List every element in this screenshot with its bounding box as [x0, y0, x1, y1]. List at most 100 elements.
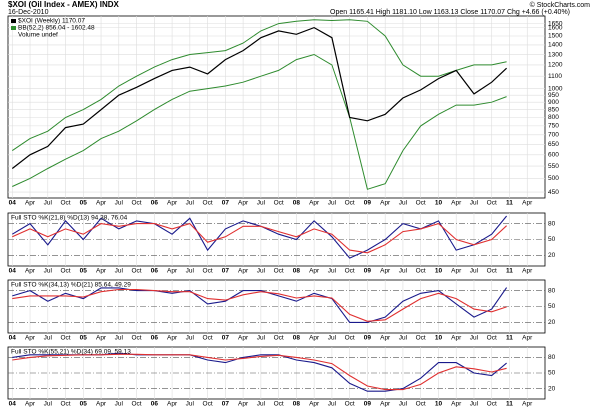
- x-tick-label: 07: [222, 401, 230, 408]
- x-tick-label: Apr: [96, 335, 107, 342]
- y-tick-label: 1100: [548, 73, 562, 80]
- x-tick-label: Jul: [44, 401, 53, 408]
- x-tick-label: 09: [364, 335, 372, 342]
- x-tick-label: Apr: [167, 401, 178, 408]
- x-tick-label: 04: [9, 200, 17, 207]
- y-tick-label: 1400: [548, 42, 563, 49]
- x-tick-label: Apr: [309, 335, 320, 342]
- x-tick-label: Oct: [132, 335, 142, 342]
- y-tick-label: 50: [548, 236, 556, 243]
- y-tick-label: 700: [548, 132, 559, 139]
- band-line: [12, 19, 507, 152]
- x-tick-label: Jul: [115, 335, 124, 342]
- y-tick-label: 550: [548, 163, 559, 170]
- y-tick-label: 1500: [548, 33, 563, 40]
- x-tick-label: Jul: [257, 401, 266, 408]
- x-tick-label: 04: [9, 401, 17, 408]
- x-tick-label: Oct: [416, 268, 426, 275]
- x-tick-label: Apr: [380, 268, 391, 275]
- x-tick-label: Jul: [186, 268, 195, 275]
- y-tick-label: 1300: [548, 51, 563, 58]
- x-tick-label: Jul: [470, 200, 479, 207]
- x-tick-label: Oct: [487, 335, 497, 342]
- x-tick-label: Oct: [416, 335, 426, 342]
- x-tick-label: 05: [80, 335, 88, 342]
- x-tick-label: Oct: [132, 200, 142, 207]
- y-tick-label: 600: [548, 152, 559, 159]
- x-tick-label: Apr: [25, 335, 36, 342]
- x-tick-label: Oct: [203, 335, 213, 342]
- x-tick-label: Oct: [60, 401, 70, 408]
- x-tick-label: 11: [506, 401, 513, 408]
- legend-swatch: [11, 19, 16, 23]
- x-tick-label: Apr: [96, 401, 107, 408]
- x-tick-label: 07: [222, 268, 230, 275]
- y-tick-label: 950: [548, 92, 559, 99]
- x-tick-label: Jul: [399, 335, 408, 342]
- series-line: [12, 287, 508, 323]
- x-tick-label: Oct: [132, 268, 142, 275]
- x-tick-label: Jul: [115, 401, 124, 408]
- x-tick-label: Apr: [96, 268, 107, 275]
- panel-title: Full STO %K(55,21) %D(34) 69.09, 59.13: [11, 349, 131, 356]
- x-tick-label: Oct: [203, 268, 213, 275]
- x-tick-label: 10: [435, 200, 443, 207]
- series-line: [12, 353, 507, 391]
- x-tick-label: Oct: [345, 335, 355, 342]
- series-line: [12, 288, 507, 322]
- x-tick-label: Apr: [309, 200, 320, 207]
- x-tick-label: Oct: [132, 401, 142, 408]
- x-tick-label: Jul: [257, 268, 266, 275]
- y-tick-label: 80: [548, 287, 556, 294]
- x-tick-label: Oct: [60, 200, 70, 207]
- x-tick-label: 11: [506, 268, 513, 275]
- y-tick-label: 1200: [548, 62, 563, 69]
- x-tick-label: Apr: [380, 200, 391, 207]
- x-tick-label: Jul: [470, 268, 479, 275]
- y-tick-label: 80: [548, 220, 556, 227]
- x-tick-label: 04: [9, 335, 17, 342]
- legend-entry: $XOI (Weekly) 1170.07: [18, 18, 85, 25]
- y-tick-label: 850: [548, 106, 559, 113]
- date: 16-Dec-2010: [8, 9, 49, 16]
- x-tick-label: 10: [435, 401, 443, 408]
- x-tick-label: Apr: [238, 200, 249, 207]
- x-tick-label: Oct: [345, 200, 355, 207]
- x-tick-label: Jul: [328, 401, 337, 408]
- x-tick-label: Jul: [328, 335, 337, 342]
- series-line: [12, 222, 507, 254]
- x-tick-label: 06: [151, 268, 159, 275]
- x-tick-label: Apr: [309, 401, 320, 408]
- x-tick-label: Apr: [451, 268, 462, 275]
- x-tick-label: 10: [435, 335, 443, 342]
- x-tick-label: Jul: [44, 268, 53, 275]
- panel-frame: [7, 15, 546, 199]
- x-tick-label: 08: [293, 268, 301, 275]
- legend-entry: BB(52,2) 856.04 - 1602.48: [18, 25, 95, 32]
- y-tick-label: 500: [548, 175, 559, 182]
- series-line: [11, 26, 508, 169]
- x-tick-label: 08: [293, 200, 301, 207]
- x-tick-label: Jul: [186, 401, 195, 408]
- x-tick-label: Apr: [25, 268, 36, 275]
- x-tick-label: Apr: [238, 335, 249, 342]
- x-tick-label: Jul: [470, 401, 479, 408]
- x-tick-label: Apr: [522, 401, 533, 408]
- legend-swatch: [11, 26, 16, 30]
- x-tick-label: Jul: [115, 268, 124, 275]
- credit: © StockCharts.com: [530, 1, 591, 9]
- x-tick-label: Oct: [487, 268, 497, 275]
- y-tick-label: 20: [548, 252, 556, 259]
- x-tick-label: Oct: [487, 401, 497, 408]
- x-tick-label: Oct: [416, 401, 426, 408]
- x-tick-label: Jul: [186, 200, 195, 207]
- x-tick-label: Apr: [522, 335, 533, 342]
- x-tick-label: Jul: [399, 268, 408, 275]
- x-tick-label: 11: [506, 200, 513, 207]
- x-tick-label: 10: [435, 268, 443, 275]
- y-tick-label: 1650: [548, 20, 563, 27]
- x-tick-label: Apr: [96, 200, 107, 207]
- x-tick-label: Oct: [416, 200, 426, 207]
- x-tick-label: Apr: [522, 200, 533, 207]
